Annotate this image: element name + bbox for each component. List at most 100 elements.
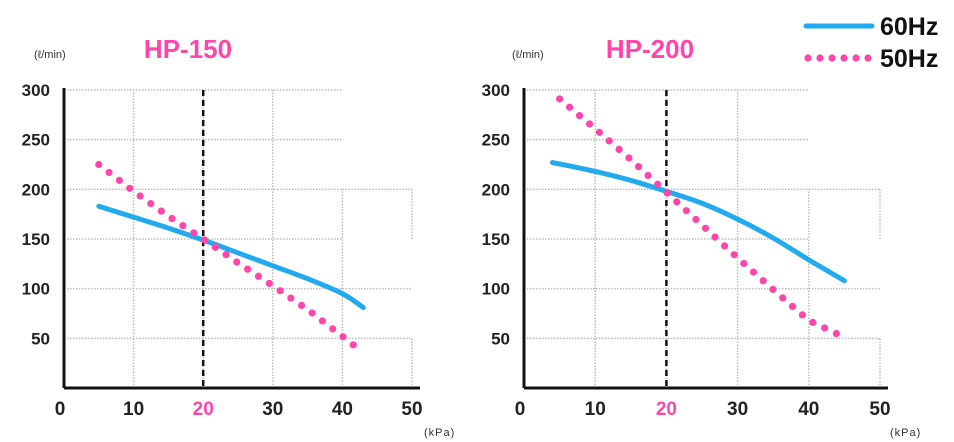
series-dot (190, 229, 198, 237)
series-dot (673, 198, 681, 206)
series-dot (115, 176, 123, 184)
series-dot (329, 325, 337, 333)
series-dot (168, 214, 176, 223)
series-dot (615, 145, 623, 153)
series-dot (265, 279, 273, 288)
y-tick-label: 300 (482, 81, 510, 100)
series-line-60Hz (549, 160, 847, 284)
y-tick-label: 250 (482, 131, 510, 150)
series-dot (585, 120, 594, 128)
y-tick-label: 100 (482, 280, 510, 299)
y-tick-label: 150 (482, 230, 510, 249)
legend-dot (840, 54, 848, 62)
series-dot (759, 277, 767, 285)
y-tick-label: 150 (22, 230, 50, 249)
series-dot (821, 324, 829, 332)
series-dot (287, 294, 295, 302)
x-tick-label: 50 (869, 399, 890, 420)
series-dot (654, 180, 662, 188)
x-tick-label: 10 (585, 399, 606, 420)
chart-title: HP-150 (144, 34, 232, 64)
series-dot (749, 268, 758, 276)
legend-label-50Hz: 50Hz (880, 45, 938, 73)
series-dot (276, 287, 284, 295)
series-dot (244, 265, 252, 273)
series-dot (769, 285, 777, 293)
series-dot (832, 329, 840, 338)
series-dot (644, 171, 652, 180)
series-dot (711, 233, 719, 241)
series-dot (136, 192, 144, 200)
series-dot (126, 184, 134, 192)
series-dot (634, 163, 643, 171)
chart-1: 50 100 150 200 250 300 0 10 20 30 40 50 HP-150 (ℓ/min… (22, 34, 455, 439)
y-tick-label: 100 (22, 280, 50, 299)
legend-dot (804, 54, 812, 62)
y-axis-unit: (ℓ/min) (512, 49, 544, 61)
series-dot (575, 112, 584, 120)
series-dot (147, 199, 155, 208)
series-dot (211, 243, 219, 251)
series-dot (565, 103, 574, 111)
x-tick-label: 50 (401, 399, 422, 420)
legend-dot (828, 54, 836, 62)
legend-dot (816, 54, 824, 62)
series-dot (254, 272, 263, 280)
series-line-60Hz (96, 203, 366, 311)
series-dot (809, 318, 817, 326)
y-tick-label: 50 (491, 329, 510, 348)
y-tick-label: 250 (22, 131, 50, 150)
series-dot (625, 154, 633, 162)
series-dot (798, 311, 806, 319)
series-dot (692, 215, 700, 224)
legend-label-60Hz: 60Hz (880, 13, 938, 41)
series-dot (663, 189, 671, 197)
x-tick-label: 30 (262, 399, 283, 420)
x-tick-label: 20 (656, 399, 677, 420)
series-dot (720, 242, 729, 250)
series-dot (779, 294, 787, 302)
y-axis-unit: (ℓ/min) (34, 49, 66, 61)
series-dot (605, 137, 613, 145)
series-dot (200, 236, 209, 244)
y-tick-label: 300 (22, 81, 50, 100)
legend-dot (852, 54, 860, 62)
series-line-50Hz (556, 95, 840, 338)
series-dot (105, 168, 113, 177)
series-dot (682, 207, 690, 215)
x-tick-label: 40 (332, 399, 353, 420)
series-dot (308, 309, 316, 317)
legend-dot (864, 54, 872, 62)
series-dot (556, 95, 564, 103)
series-dot (95, 160, 103, 169)
series-dot (233, 258, 241, 266)
series-dot (788, 302, 797, 311)
series-dot (222, 251, 230, 259)
legend-swatch-50Hz (804, 54, 872, 62)
y-tick-label: 200 (482, 180, 510, 199)
series-dot (730, 251, 738, 259)
series-dot (157, 207, 165, 215)
series-dot (740, 259, 748, 268)
x-tick-label: 10 (123, 399, 144, 420)
legend: 60Hz 50Hz (803, 13, 938, 73)
series-dot (179, 222, 187, 230)
series-dot (318, 317, 327, 325)
x-tick-label: 0 (515, 399, 526, 420)
x-tick-label: 40 (798, 399, 819, 420)
y-tick-label: 50 (31, 329, 50, 348)
x-tick-label: 20 (193, 399, 214, 420)
x-axis-unit: (kPa) (424, 427, 455, 439)
series-dot (339, 333, 347, 341)
series-line-50Hz (95, 160, 357, 349)
series-dot (595, 128, 604, 136)
chart-title: HP-200 (606, 34, 694, 64)
chart-2: 50 100 150 200 250 300 0 10 20 30 40 50 HP-200 (ℓ/min… (482, 34, 921, 439)
series-dot (701, 224, 710, 232)
x-tick-label: 30 (727, 399, 748, 420)
series-dot (349, 341, 357, 349)
x-tick-label: 0 (55, 399, 66, 420)
series-dot (297, 301, 306, 309)
x-axis-unit: (kPa) (890, 427, 921, 439)
